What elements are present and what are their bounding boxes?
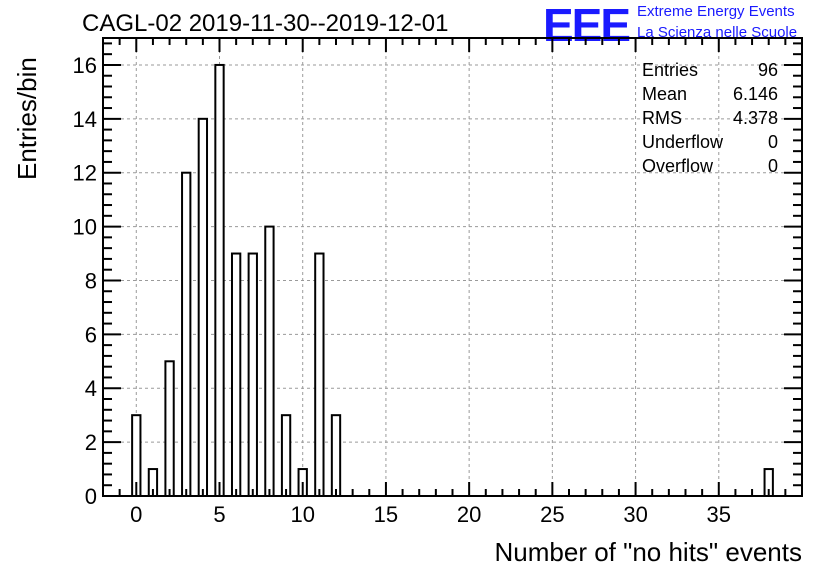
chart-title: CAGL-02 2019-11-30--2019-12-01 [82, 10, 449, 37]
logo-line-1: Extreme Energy Events [637, 3, 795, 20]
stats-row-rms: RMS 4.378 [642, 109, 778, 133]
stats-label: Entries [642, 60, 699, 80]
stats-value: 96 [757, 60, 778, 80]
x-tick-label: 30 [623, 502, 647, 527]
stats-value: 6.146 [732, 84, 778, 104]
x-tick-label: 10 [290, 502, 314, 527]
stats-label: Overflow [642, 156, 714, 176]
stats-label: RMS [642, 108, 682, 128]
axis-ticks [102, 38, 803, 497]
stats-row-overflow: Overflow 0 [642, 157, 778, 181]
x-tick-label: 0 [130, 502, 142, 527]
y-tick-label: 14 [73, 107, 97, 132]
stats-row-underflow: Underflow 0 [642, 133, 778, 157]
histogram-bar [247, 252, 258, 497]
x-tick-label: 20 [457, 502, 481, 527]
y-tick-label: 8 [85, 268, 97, 293]
stats-box: Entries 96 Mean 6.146 RMS 4.378 Underflo… [642, 61, 778, 181]
x-tick-label: 35 [707, 502, 731, 527]
y-tick-label: 6 [85, 322, 97, 347]
x-tick-labels: 0 5 10 15 20 25 30 35 [130, 502, 731, 527]
y-tick-label: 0 [85, 484, 97, 509]
y-axis-label: Entries/bin [12, 57, 42, 180]
y-tick-label: 16 [73, 53, 97, 78]
stats-value: 4.378 [732, 108, 778, 128]
y-tick-labels: 0 2 4 6 8 10 12 14 16 [73, 53, 97, 509]
stats-value: 0 [767, 156, 778, 176]
histogram-bar [280, 414, 292, 498]
x-axis-label: Number of "no hits" events [494, 537, 803, 567]
stats-row-entries: Entries 96 [642, 61, 778, 85]
histogram-bar [264, 225, 275, 498]
stats-row-mean: Mean 6.146 [642, 85, 778, 109]
y-tick-label: 2 [85, 430, 97, 455]
histogram-bar [197, 117, 209, 498]
x-tick-label: 25 [540, 502, 564, 527]
histogram-bar [230, 252, 242, 497]
stats-label: Mean [642, 84, 688, 104]
stats-label: Underflow [642, 132, 724, 152]
eee-logo: EEE [543, 0, 631, 51]
stats-value: 0 [767, 132, 778, 152]
histogram-bar [330, 414, 342, 498]
x-tick-label: 15 [374, 502, 398, 527]
histogram-bar [314, 252, 325, 497]
y-tick-label: 10 [73, 215, 97, 240]
logo-line-2: La Scienza nelle Scuole [637, 24, 798, 41]
x-tick-label: 5 [213, 502, 225, 527]
histogram-bar [214, 63, 225, 498]
y-tick-label: 4 [85, 376, 97, 401]
histogram-bar [181, 171, 192, 498]
y-tick-label: 12 [73, 161, 97, 186]
histogram-bar [164, 360, 175, 498]
